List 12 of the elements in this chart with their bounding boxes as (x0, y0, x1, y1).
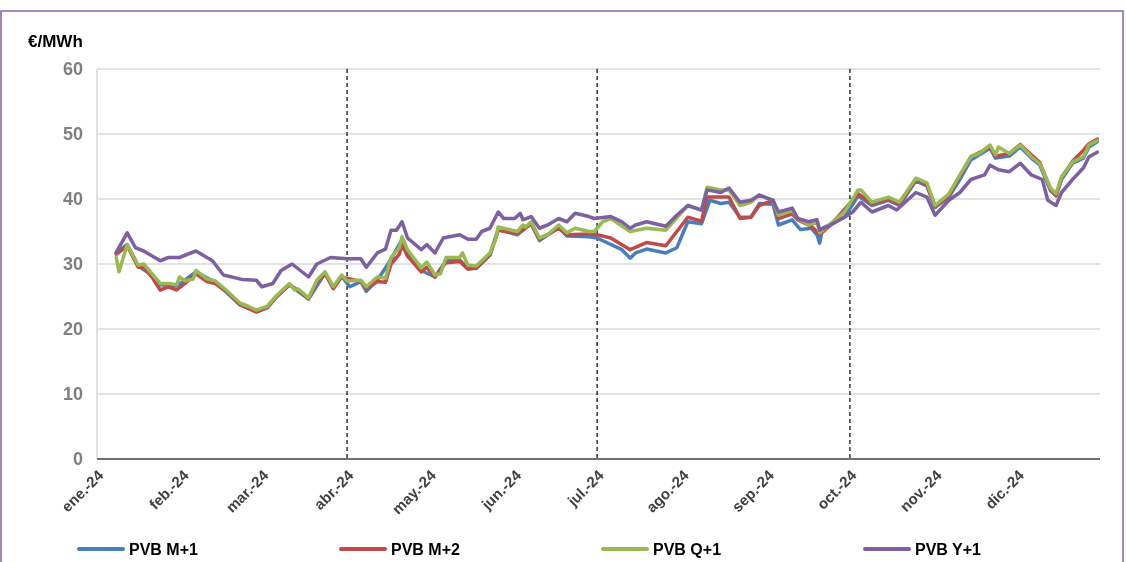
y-tick-label: 10 (62, 384, 83, 405)
y-tick-label: 50 (62, 124, 83, 145)
y-tick-label: 30 (62, 254, 83, 275)
y-tick-label: 0 (72, 449, 83, 470)
legend-label: PVB Y+1 (915, 540, 982, 558)
y-tick-label: 20 (62, 319, 83, 340)
legend-label: PVB M+2 (391, 540, 461, 558)
legend-label: PVB M+1 (129, 540, 199, 558)
y-tick-label: 40 (62, 189, 83, 210)
y-axis-title: €/MWh (28, 32, 83, 51)
y-tick-label: 60 (62, 59, 83, 80)
legend-label: PVB Q+1 (653, 540, 722, 558)
